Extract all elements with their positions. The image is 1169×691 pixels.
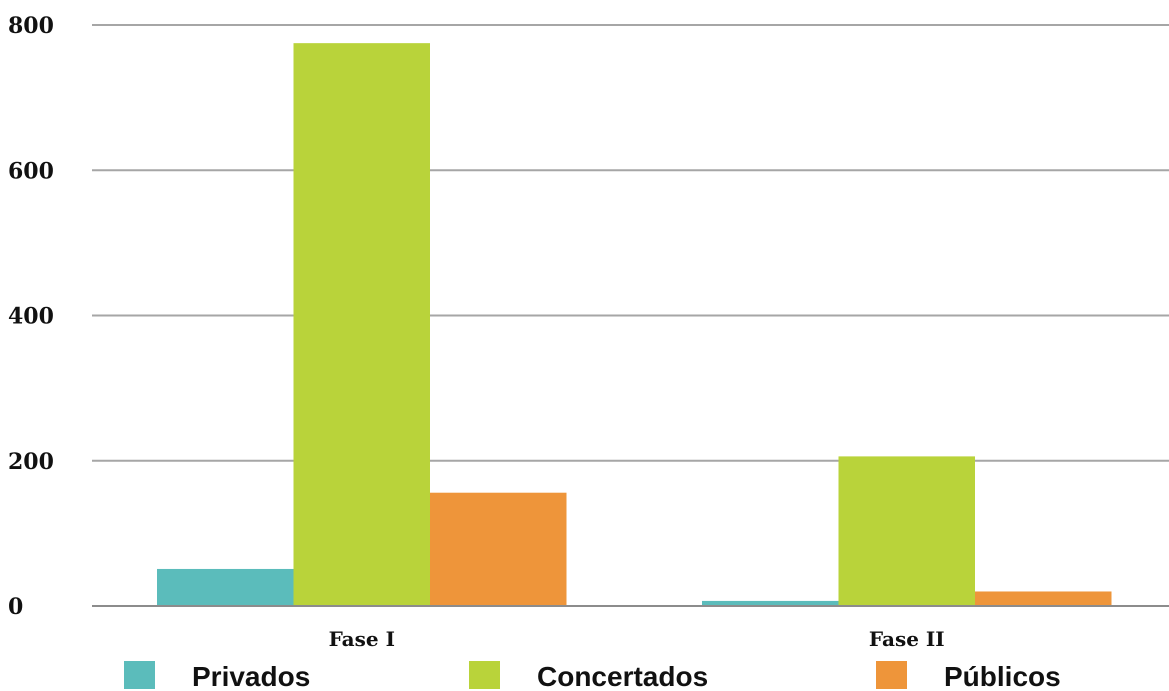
bar-privados-2 (702, 600, 839, 606)
x-axis-categories: Fase I Fase II (329, 627, 945, 651)
y-tick-label: 0 (8, 594, 23, 620)
legend-swatch (124, 661, 155, 689)
gridlines (92, 24, 1169, 462)
x-category-label: Fase II (869, 627, 945, 651)
legend-label: Privados (192, 661, 310, 691)
legend-label: Concertados (537, 661, 708, 691)
y-axis-ticks: 0 200 400 600 800 (8, 13, 54, 620)
legend-swatch (469, 661, 500, 689)
legend-swatch (876, 661, 907, 689)
bar-privados-1 (157, 568, 294, 606)
legend-item: Públicos (876, 661, 1061, 691)
bar-concertados-1 (293, 43, 430, 606)
legend-label: Públicos (944, 661, 1061, 691)
y-tick-label: 800 (8, 13, 54, 39)
y-tick-label: 600 (8, 158, 54, 184)
bar-pblicos-1 (430, 492, 567, 606)
legend-item: Privados (124, 661, 310, 691)
bar-concertados-2 (838, 456, 975, 606)
y-tick-label: 400 (8, 304, 54, 330)
x-category-label: Fase I (329, 627, 395, 651)
legend: Privados Concertados Públicos (124, 661, 1061, 691)
bar-pblicos-2 (975, 591, 1112, 606)
y-tick-label: 200 (8, 449, 54, 475)
legend-item: Concertados (469, 661, 708, 691)
bars (157, 43, 1112, 606)
